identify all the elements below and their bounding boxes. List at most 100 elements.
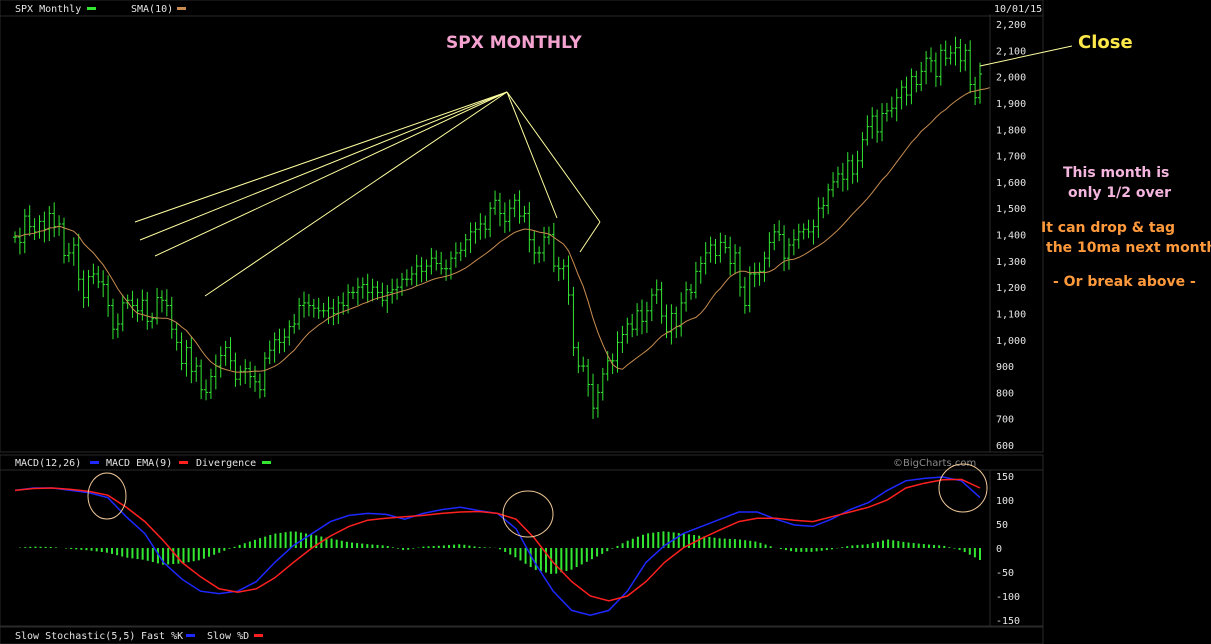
price-tick: 2,000 bbox=[996, 73, 1026, 84]
circle-1 bbox=[87, 472, 127, 520]
legend-macd: MACD(12,26) bbox=[15, 458, 81, 469]
price-bar bbox=[762, 251, 767, 282]
price-bar bbox=[757, 262, 762, 286]
price-bar bbox=[292, 313, 297, 334]
legend-stoch: Slow Stochastic(5,5) bbox=[15, 631, 135, 642]
price-bar bbox=[444, 259, 449, 281]
price-bar bbox=[850, 154, 855, 184]
price-bar bbox=[390, 278, 395, 304]
price-bar bbox=[835, 166, 840, 188]
price-bar bbox=[728, 236, 733, 276]
legend-divergence-swatch bbox=[262, 461, 271, 464]
price-bar bbox=[532, 230, 537, 265]
note-line-2: only 1/2 over bbox=[1068, 185, 1171, 201]
price-bar bbox=[742, 277, 747, 314]
stoch-panel bbox=[0, 626, 1044, 644]
price-bar bbox=[434, 250, 439, 271]
price-bar bbox=[13, 231, 17, 243]
price-bar bbox=[889, 96, 894, 118]
price-bar bbox=[840, 162, 845, 192]
price-bar bbox=[831, 172, 836, 198]
price-bar bbox=[262, 352, 267, 398]
price-bar bbox=[306, 293, 311, 317]
legend-macd-swatch bbox=[90, 461, 99, 464]
price-bar bbox=[223, 340, 228, 366]
price-bar bbox=[801, 223, 806, 240]
price-bar bbox=[473, 222, 478, 244]
price-bar bbox=[855, 150, 860, 183]
price-bar bbox=[615, 331, 620, 373]
price-bar bbox=[233, 352, 238, 387]
price-bar bbox=[228, 337, 233, 370]
legend-fastk-swatch bbox=[186, 634, 195, 637]
price-bar bbox=[767, 232, 772, 268]
price-bar bbox=[184, 340, 189, 377]
price-bar bbox=[321, 302, 326, 318]
fan-line-6 bbox=[506, 91, 601, 223]
price-bar bbox=[115, 313, 120, 338]
legend-sma-swatch bbox=[177, 7, 186, 10]
price-tick: 600 bbox=[996, 441, 1014, 452]
price-bar bbox=[282, 328, 287, 353]
fan-line-2 bbox=[139, 91, 508, 241]
price-bar bbox=[106, 275, 111, 317]
note-line-3: It can drop & tag bbox=[1041, 220, 1175, 236]
fan-line-4 bbox=[204, 91, 508, 297]
legend-spx: SPX Monthly bbox=[15, 4, 81, 15]
header-date: 10/01/15 bbox=[994, 4, 1042, 15]
price-bar bbox=[453, 242, 458, 268]
price-bar bbox=[654, 279, 659, 304]
price-bar bbox=[267, 340, 272, 365]
price-bar bbox=[135, 298, 140, 322]
price-bar bbox=[365, 273, 370, 303]
price-bar bbox=[816, 197, 821, 238]
legend-sma: SMA(10) bbox=[131, 4, 173, 15]
price-tick: 2,200 bbox=[996, 20, 1026, 31]
price-bar bbox=[684, 281, 689, 312]
price-bar bbox=[341, 292, 346, 315]
price-bar bbox=[483, 215, 488, 239]
price-bar bbox=[791, 229, 796, 256]
price-bar bbox=[556, 256, 561, 282]
price-bar bbox=[174, 322, 179, 351]
price-tick: 2,100 bbox=[996, 46, 1026, 57]
legend-macd-ema-swatch bbox=[179, 461, 188, 464]
price-bar bbox=[919, 61, 924, 92]
macd-axis: -150 -100 -50 0 50 100 150 bbox=[996, 472, 1020, 627]
price-bar bbox=[870, 107, 875, 139]
price-bar bbox=[61, 217, 66, 264]
price-tick: 1,200 bbox=[996, 283, 1026, 294]
price-bar bbox=[439, 251, 444, 275]
price-bar bbox=[576, 341, 581, 374]
price-bar bbox=[375, 281, 380, 301]
price-bar bbox=[708, 236, 713, 263]
price-bar bbox=[782, 225, 787, 272]
price-bar bbox=[52, 202, 57, 238]
price-bar bbox=[76, 233, 81, 291]
price-bar bbox=[688, 283, 693, 300]
price-bar bbox=[164, 289, 169, 317]
price-bar bbox=[845, 152, 850, 191]
price-bar bbox=[522, 205, 527, 223]
price-bar bbox=[355, 277, 360, 306]
macd-tick: 0 bbox=[996, 544, 1002, 555]
fan-line-5 bbox=[506, 91, 558, 219]
price-bar bbox=[591, 373, 596, 419]
price-bar bbox=[640, 299, 645, 335]
price-bar bbox=[458, 242, 463, 262]
price-bar bbox=[933, 52, 938, 87]
macd-tick: 100 bbox=[996, 496, 1014, 507]
price-bar bbox=[581, 356, 586, 372]
price-bar bbox=[909, 68, 914, 105]
price-bar bbox=[150, 312, 155, 329]
price-bar bbox=[537, 246, 542, 263]
price-bar bbox=[659, 281, 664, 324]
price-bar bbox=[360, 277, 365, 299]
price-bar bbox=[66, 242, 71, 263]
price-tick: 1,800 bbox=[996, 125, 1026, 136]
price-bar bbox=[287, 320, 292, 346]
price-bar bbox=[331, 298, 336, 326]
price-bar bbox=[346, 284, 351, 314]
price-bar bbox=[311, 298, 316, 318]
price-bar bbox=[630, 313, 635, 338]
